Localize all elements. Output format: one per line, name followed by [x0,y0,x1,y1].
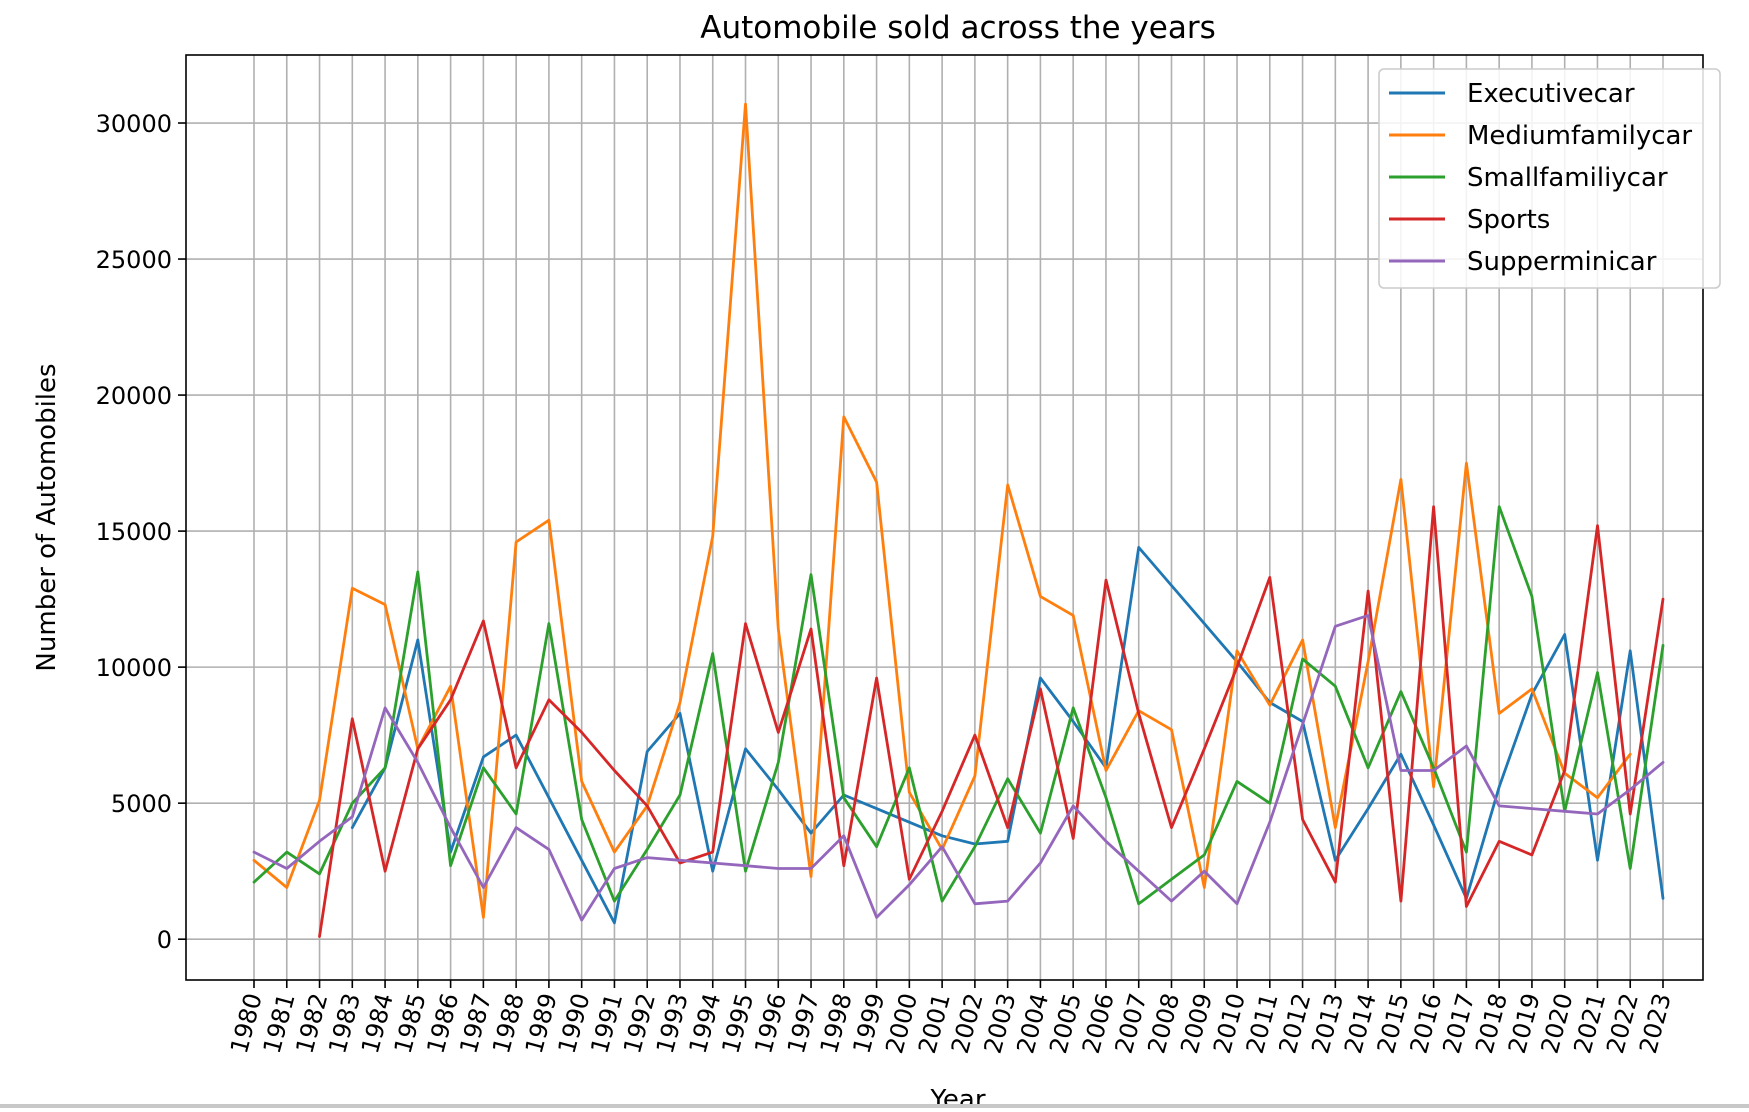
legend-label-mediumfamilycar: Mediumfamilycar [1467,121,1692,151]
y-tick-label: 15000 [96,518,172,546]
x-axis-ticks: 1980198119821983198419851986198719881989… [225,980,1677,1057]
legend: Executivecar Mediumfamilycar Smallfamiliyc… [1378,68,1721,289]
plot-frame [185,54,1704,981]
legend-box [1378,68,1721,289]
y-tick-label: 0 [157,926,172,954]
series-line-supperminicar [252,614,1665,922]
y-tick-label: 30000 [96,110,172,138]
legend-label-sports: Sports [1467,205,1550,235]
grid-lines [186,55,1703,980]
series-lines [252,102,1665,938]
y-tick-label: 20000 [96,382,172,410]
chart-title: Automobile sold across the years [700,10,1216,46]
legend-label-supperminicar: Supperminicar [1467,247,1657,277]
y-axis-ticks: 0 5000 10000 15000 20000 25000 30000 [96,110,186,954]
window-bottom-edge [0,1104,1749,1108]
y-tick-label: 25000 [96,246,172,274]
legend-label-executivecar: Executivecar [1467,79,1635,109]
series-line-executivecar [350,546,1665,925]
y-tick-label: 5000 [111,790,172,818]
y-axis-label: Number of Automobiles [32,363,62,671]
series-line-smallfamiliycar [252,505,1665,906]
series-line-sports [318,505,1665,938]
legend-label-smallfamiliycar: Smallfamiliycar [1467,163,1668,193]
y-tick-label: 10000 [96,654,172,682]
